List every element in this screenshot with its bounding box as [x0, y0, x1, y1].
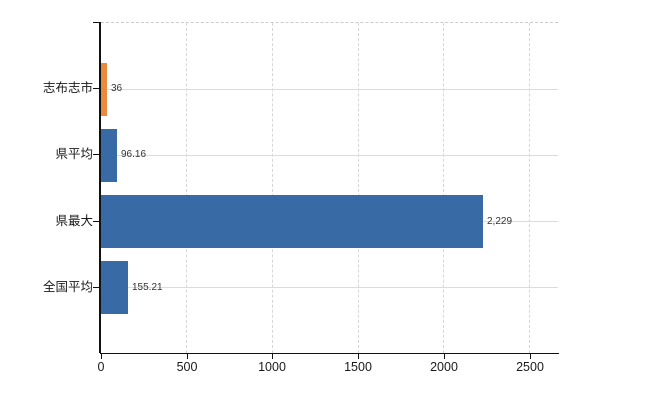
bar-1: [101, 129, 117, 182]
value-label: 2,229: [487, 216, 513, 227]
value-label: 96.16: [121, 149, 147, 160]
y-tick-mark: [93, 88, 99, 89]
x-tick-mark: [444, 354, 445, 359]
category-label-3: 全国平均: [42, 280, 93, 294]
x-tick-mark: [530, 354, 531, 359]
gridline-horizontal: [101, 154, 558, 156]
x-tick-mark: [272, 354, 273, 359]
bar-0: [101, 63, 107, 116]
gridline-vertical: [271, 23, 273, 353]
gridline-horizontal: [101, 287, 558, 289]
x-tick-label: 2000: [430, 360, 458, 374]
y-axis-end-tick: [93, 22, 99, 23]
gridline-vertical: [443, 23, 445, 353]
gridline-vertical: [357, 23, 359, 353]
category-label-2: 県最大: [55, 214, 93, 228]
y-tick-mark: [93, 221, 99, 222]
bar-2: [101, 195, 483, 248]
gridline-vertical: [529, 23, 531, 353]
value-label: 36: [111, 83, 123, 94]
gridline-vertical: [186, 23, 188, 353]
value-label: 155.21: [132, 282, 163, 293]
x-axis-line: [100, 353, 559, 354]
x-tick-mark: [101, 354, 102, 359]
y-tick-mark: [93, 154, 99, 155]
bar-3: [101, 261, 128, 314]
x-tick-label: 2500: [516, 360, 544, 374]
y-tick-mark: [93, 287, 99, 288]
gridline-horizontal: [101, 88, 558, 90]
x-tick-mark: [358, 354, 359, 359]
category-label-1: 県平均: [55, 147, 93, 161]
x-tick-label: 1500: [344, 360, 372, 374]
plot-area: 36 96.16 2,229 155.21: [101, 22, 558, 353]
x-tick-mark: [187, 354, 188, 359]
x-tick-label: 0: [97, 360, 105, 374]
category-label-0: 志布志市: [42, 81, 93, 95]
y-axis-line: [99, 22, 101, 353]
x-tick-label: 1000: [258, 360, 286, 374]
x-tick-label: 500: [176, 360, 198, 374]
